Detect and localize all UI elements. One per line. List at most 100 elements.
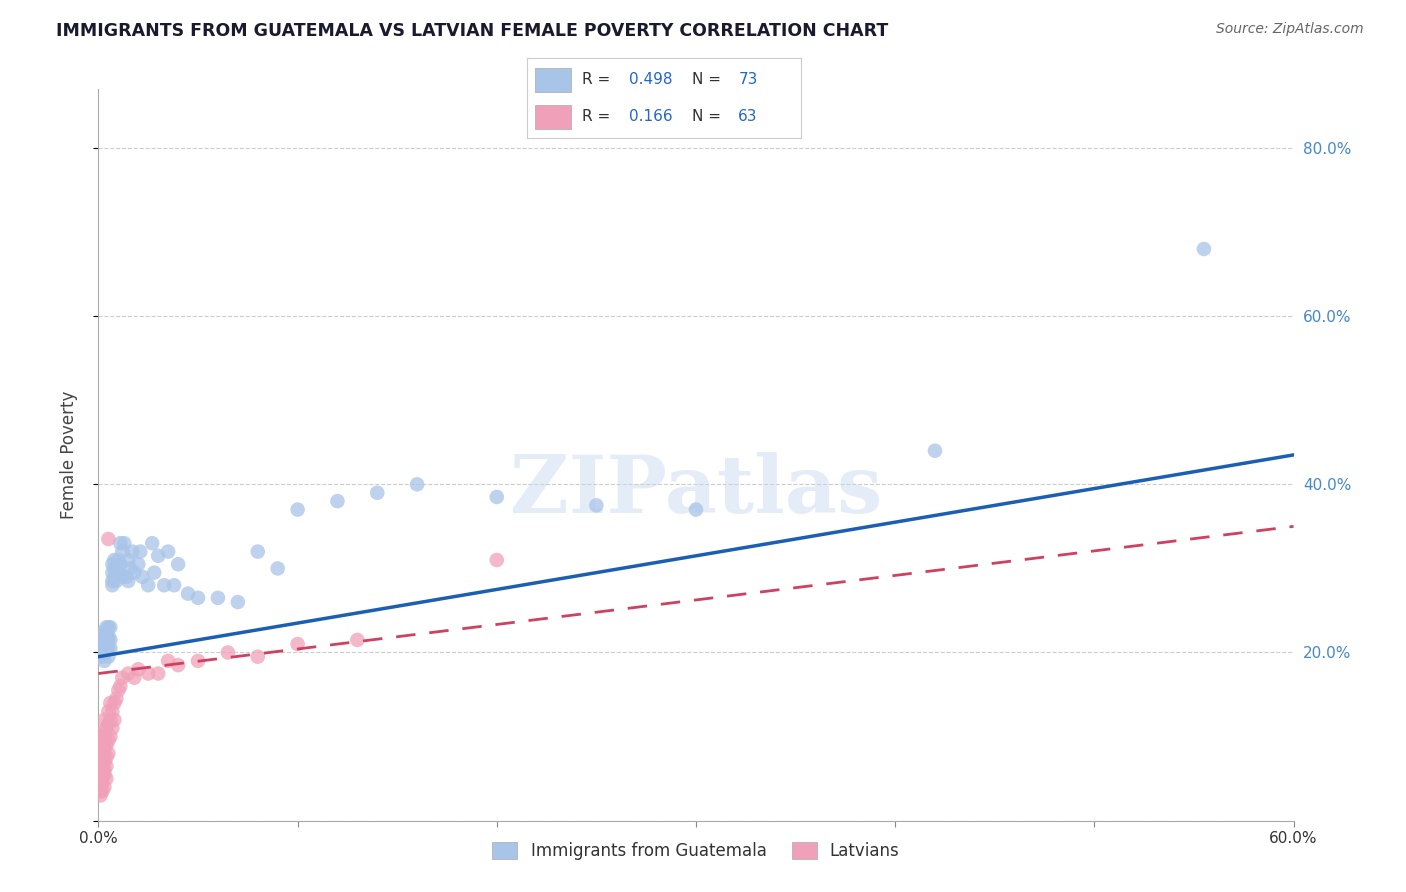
Point <box>924 443 946 458</box>
Text: 0.166: 0.166 <box>628 109 672 124</box>
Point <box>187 654 209 668</box>
Point <box>96 750 118 764</box>
Y-axis label: Female Poverty: Female Poverty <box>59 391 77 519</box>
Point <box>136 666 159 681</box>
Point <box>110 679 132 693</box>
Point <box>187 591 209 605</box>
Text: 63: 63 <box>738 109 758 124</box>
Point <box>91 747 114 761</box>
Point <box>326 494 349 508</box>
Point <box>98 632 122 647</box>
Point <box>157 654 180 668</box>
Point <box>91 763 114 777</box>
Point <box>157 544 180 558</box>
Point <box>103 553 125 567</box>
Point <box>101 721 124 735</box>
Point <box>346 632 368 647</box>
Point <box>89 637 111 651</box>
Point <box>110 558 132 572</box>
Point <box>103 561 125 575</box>
Point <box>89 738 111 752</box>
Point <box>287 502 309 516</box>
Point <box>366 485 388 500</box>
Point <box>96 620 118 634</box>
Point <box>93 742 115 756</box>
Point <box>89 772 111 786</box>
Text: 0.498: 0.498 <box>628 72 672 87</box>
Point <box>89 759 111 773</box>
Point <box>96 629 118 643</box>
Point <box>120 561 142 575</box>
Point <box>97 532 120 546</box>
Point <box>98 641 122 656</box>
Point <box>89 767 111 781</box>
Point <box>91 632 114 647</box>
Point <box>89 776 111 790</box>
Point <box>105 566 128 580</box>
Point <box>93 624 115 639</box>
Point <box>89 755 111 769</box>
Point <box>136 578 159 592</box>
Point <box>101 578 124 592</box>
Point <box>97 641 120 656</box>
Point <box>89 730 111 744</box>
Point <box>91 725 114 739</box>
Point <box>89 747 111 761</box>
Point <box>98 713 122 727</box>
Point <box>89 784 111 798</box>
Point <box>406 477 429 491</box>
Point <box>96 738 118 752</box>
Point <box>115 570 138 584</box>
Point <box>148 666 170 681</box>
Point <box>110 536 132 550</box>
Point <box>96 641 118 656</box>
Point <box>131 570 153 584</box>
Point <box>112 536 135 550</box>
Text: IMMIGRANTS FROM GUATEMALA VS LATVIAN FEMALE POVERTY CORRELATION CHART: IMMIGRANTS FROM GUATEMALA VS LATVIAN FEM… <box>56 22 889 40</box>
Point <box>97 704 120 718</box>
Point <box>91 645 114 659</box>
Point <box>91 776 114 790</box>
Point <box>93 763 115 777</box>
Point <box>93 747 115 761</box>
Text: R =: R = <box>582 109 616 124</box>
Point <box>91 784 114 798</box>
Point <box>97 747 120 761</box>
Point <box>97 620 120 634</box>
Point <box>96 637 118 651</box>
Point <box>111 544 134 558</box>
Point <box>89 780 111 794</box>
Point <box>163 578 186 592</box>
Point <box>124 671 146 685</box>
Point <box>105 574 128 588</box>
Text: N =: N = <box>692 109 725 124</box>
Point <box>485 490 508 504</box>
Point <box>103 570 125 584</box>
Text: Source: ZipAtlas.com: Source: ZipAtlas.com <box>1216 22 1364 37</box>
Point <box>121 544 143 558</box>
Point <box>97 632 120 647</box>
Point <box>93 632 115 647</box>
Point <box>91 738 114 752</box>
Point <box>98 730 122 744</box>
Point <box>93 641 115 656</box>
Point <box>91 629 114 643</box>
Text: ZIPatlas: ZIPatlas <box>510 452 882 531</box>
Point <box>129 544 152 558</box>
Point <box>246 544 269 558</box>
Point <box>207 591 229 605</box>
Point <box>585 499 607 513</box>
Point <box>124 566 146 580</box>
Point <box>93 767 115 781</box>
Point <box>127 662 149 676</box>
Point <box>226 595 249 609</box>
Point <box>101 558 124 572</box>
Point <box>96 721 118 735</box>
Point <box>96 772 118 786</box>
Point <box>93 733 115 747</box>
Point <box>89 763 111 777</box>
Text: R =: R = <box>582 72 616 87</box>
Point <box>153 578 176 592</box>
Point <box>105 561 128 575</box>
Point <box>93 730 115 744</box>
